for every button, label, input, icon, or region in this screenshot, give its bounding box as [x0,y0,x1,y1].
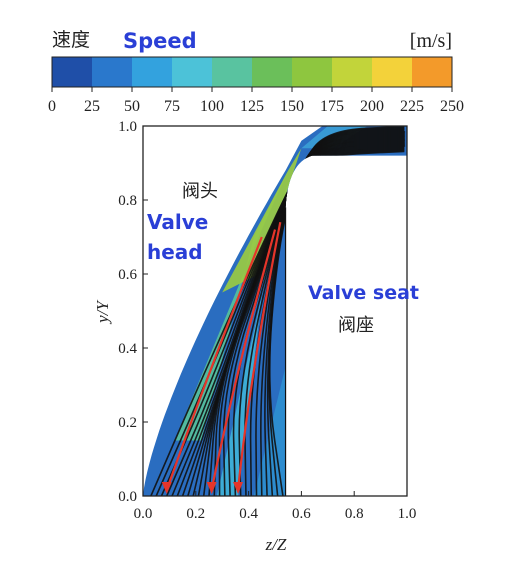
colorbar-tick-label: 0 [48,98,56,115]
plot-frame [142,125,408,497]
colorbar-label-english: Speed [123,29,197,53]
flow-arrow [236,221,282,491]
colorbar-label-chinese: 速度 [52,29,90,51]
colorbar-tick-label: 50 [124,98,140,115]
x-tick-label: 0.6 [292,506,311,522]
x-axis-label: z/Z [265,535,287,554]
valve-head-label-english-1: Valve [147,210,208,234]
x-tick-label: 0.4 [239,506,258,522]
plot-area: 0.0 0.2 0.4 0.6 0.8 1.0 0.0 0.2 0.4 0.6 0.8 1.0 [118,119,416,522]
colorbar-segment [332,57,373,87]
colorbar-tick-label: 200 [360,98,384,115]
y-tick-label: 0.0 [118,489,137,505]
colorbar-segment [372,57,413,87]
valve-head-label-english-2: head [147,240,203,264]
y-tick-label: 0.4 [118,341,137,357]
colorbar-segment [52,57,93,87]
colorbar-tick-label: 75 [164,98,180,115]
colorbar-segment [172,57,213,87]
colorbar-tick-label: 25 [84,98,100,115]
y-tick-label: 0.6 [118,267,137,283]
valve-seat-label-english: Valve seat [308,282,419,304]
colorbar-segment [252,57,293,87]
y-tick-label: 0.2 [118,415,137,431]
flow-arrow [165,236,263,491]
x-axis-ticks: 0.0 0.2 0.4 0.6 0.8 1.0 [134,491,417,522]
colorbar-tick-label: 175 [320,98,344,115]
colorbar-tick-label: 250 [440,98,464,115]
speed-contour-band [222,148,302,293]
valve-head-label-chinese: 阀头 [182,181,218,202]
colorbar-segment [212,57,253,87]
colorbar-segment [292,57,333,87]
flow-arrows [161,221,282,494]
colorbar [51,56,453,88]
colorbar-tick-label: 150 [280,98,304,115]
colorbar-tick-label: 125 [240,98,264,115]
y-tick-label: 1.0 [118,119,137,135]
y-axis-ticks: 0.0 0.2 0.4 0.6 0.8 1.0 [118,119,148,505]
colorbar-tick-label: 100 [200,98,224,115]
colorbar-ticks: 0 25 50 75 100 125 150 175 200 225 250 [48,87,464,115]
flow-arrow-head [206,482,217,494]
valve-seat-label-chinese: 阀座 [338,315,374,336]
x-tick-label: 1.0 [398,506,417,522]
colorbar-segment [132,57,173,87]
flow-arrow-head [161,482,172,494]
x-tick-label: 0.8 [345,506,364,522]
colorbar-segment [412,57,453,87]
speed-contour-band [174,170,289,441]
colorbar-tick-label: 225 [400,98,424,115]
colorbar-segment [92,57,133,87]
x-tick-label: 0.2 [186,506,205,522]
y-axis-label: y/Y [93,300,112,325]
flow-arrow-head [233,482,244,494]
flow-arrow [210,229,277,491]
y-tick-label: 0.8 [118,193,137,209]
x-tick-label: 0.0 [134,506,153,522]
colorbar-unit: [m/s] [410,30,452,52]
